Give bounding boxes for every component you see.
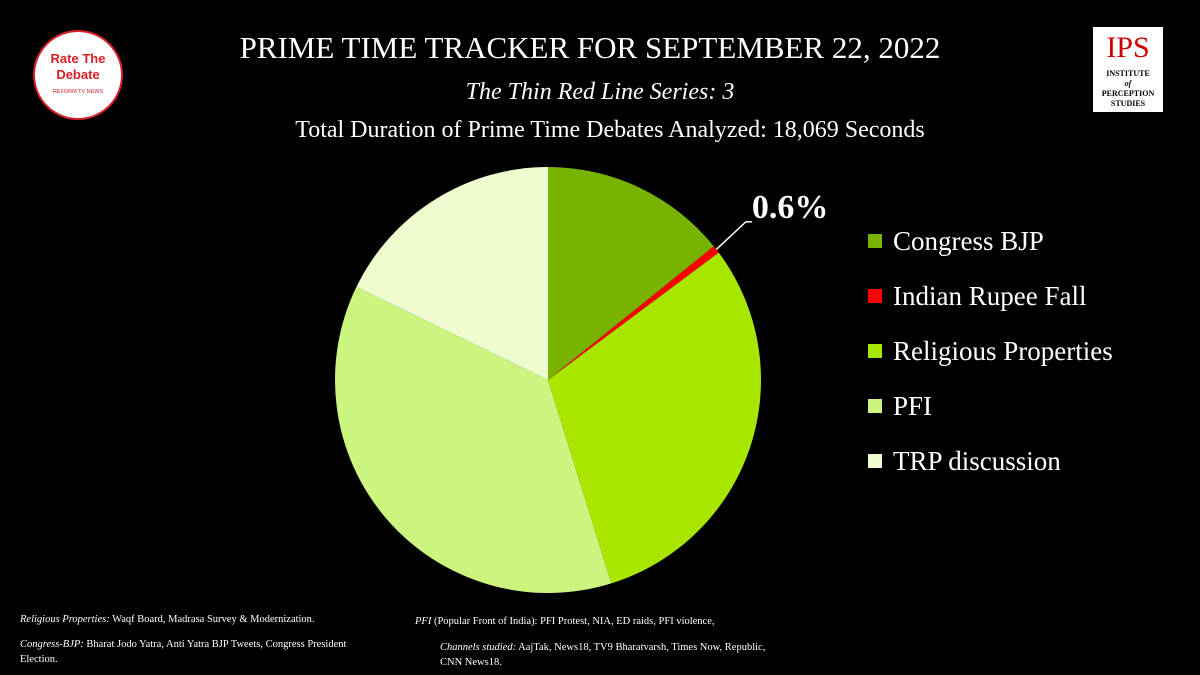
footnote-term: Congress-BJP:: [20, 639, 84, 650]
legend-label: Congress BJP: [893, 226, 1044, 256]
logo-text: Rate The: [51, 51, 106, 66]
legend-swatch: [868, 234, 882, 248]
logo-text: INSTITUTE: [1106, 69, 1150, 78]
chart-caption: Total Duration of Prime Time Debates Ana…: [295, 117, 925, 143]
legend-label: TRP discussion: [893, 446, 1061, 476]
footnote-term: PFI: [415, 616, 432, 627]
footnote: Religious Properties: Waqf Board, Madras…: [20, 612, 400, 627]
logo-badge: [1093, 27, 1163, 112]
logo-text: Debate: [56, 67, 99, 82]
footnote: PFI (Popular Front of India): PFI Protes…: [415, 614, 795, 629]
footnote-text: AajTak, News18, TV9 Bharatvarsh, Times N…: [440, 642, 766, 668]
logo-badge: [33, 30, 123, 120]
legend-label: Indian Rupee Fall: [893, 281, 1086, 311]
pie-slice: [548, 167, 714, 380]
data-label: 0.6%: [752, 189, 829, 226]
footnote-term: Religious Properties:: [20, 614, 110, 625]
chart-title: PRIME TIME TRACKER FOR SEPTEMBER 22, 202…: [240, 30, 941, 65]
logo-text: of: [1125, 79, 1133, 88]
footnote: Congress-BJP: Bharat Jodo Yatra, Anti Ya…: [20, 637, 380, 667]
pie-slice: [334, 286, 612, 593]
legend-swatch: [868, 399, 882, 413]
pie-slice: [548, 246, 719, 380]
footnote-text: (Popular Front of India): PFI Protest, N…: [431, 616, 715, 627]
legend-label: PFI: [893, 391, 932, 421]
pie-slice: [548, 252, 762, 584]
logo-text: PERCEPTION: [1102, 89, 1155, 98]
footnote: Channels studied: AajTak, News18, TV9 Bh…: [440, 640, 785, 670]
footnote-text: Waqf Board, Madrasa Survey & Modernizati…: [109, 614, 315, 625]
logo-text: STUDIES: [1111, 99, 1146, 108]
logo-text: REFORM TV NEWS: [53, 89, 104, 95]
leader-line: [715, 221, 752, 250]
footnote-term: Channels studied:: [440, 642, 517, 653]
footnote-text: Bharat Jodo Yatra, Anti Yatra BJP Tweets…: [20, 639, 347, 665]
logo-text: IPS: [1106, 31, 1149, 64]
legend-swatch: [868, 344, 882, 358]
legend-swatch: [868, 289, 882, 303]
chart-subtitle: The Thin Red Line Series: 3: [466, 79, 735, 105]
pie-slice: [356, 167, 548, 380]
legend-label: Religious Properties: [893, 336, 1113, 366]
legend-swatch: [868, 454, 882, 468]
